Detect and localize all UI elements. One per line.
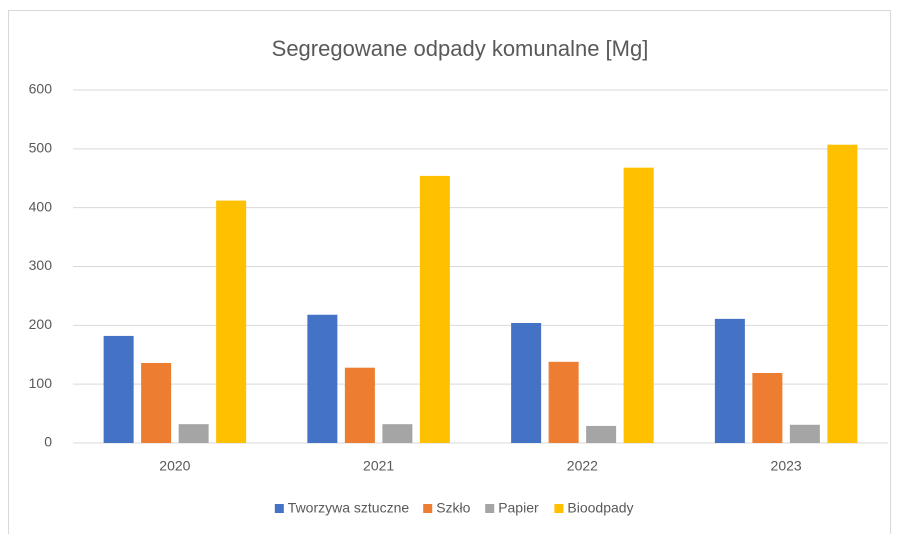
y-tick-label: 500 [29, 140, 53, 156]
y-tick-label: 200 [29, 316, 53, 332]
legend-swatch [554, 504, 564, 513]
y-tick-label: 300 [29, 257, 53, 273]
bar [586, 425, 617, 443]
x-tick-label: 2021 [363, 458, 394, 474]
legend-label: Szkło [436, 500, 470, 516]
bar [344, 367, 375, 443]
bar [216, 200, 247, 443]
legend-label: Tworzywa sztuczne [288, 500, 410, 516]
bar [623, 167, 654, 443]
bar [789, 424, 820, 443]
bar [752, 372, 783, 443]
x-tick-label: 2023 [771, 458, 802, 474]
y-tick-label: 400 [29, 198, 53, 214]
legend-swatch [485, 504, 495, 513]
bar [307, 314, 338, 443]
x-tick-label: 2022 [567, 458, 598, 474]
legend-label: Bioodpady [567, 500, 633, 516]
y-tick-label: 0 [44, 434, 52, 450]
y-tick-label: 100 [29, 375, 53, 391]
bar [141, 362, 172, 443]
y-tick-label: 600 [29, 81, 53, 97]
legend-swatch [423, 504, 433, 513]
bar [827, 144, 858, 443]
bar [103, 335, 134, 443]
bar [714, 318, 745, 443]
bar [511, 322, 542, 443]
bar [382, 424, 413, 443]
bar [178, 424, 209, 443]
bar [548, 361, 579, 443]
legend-swatch [274, 504, 284, 513]
legend-label: Papier [498, 500, 539, 516]
x-tick-label: 2020 [159, 458, 190, 474]
bar [419, 175, 450, 443]
chart-title: Segregowane odpady komunalne [Mg] [272, 36, 649, 61]
